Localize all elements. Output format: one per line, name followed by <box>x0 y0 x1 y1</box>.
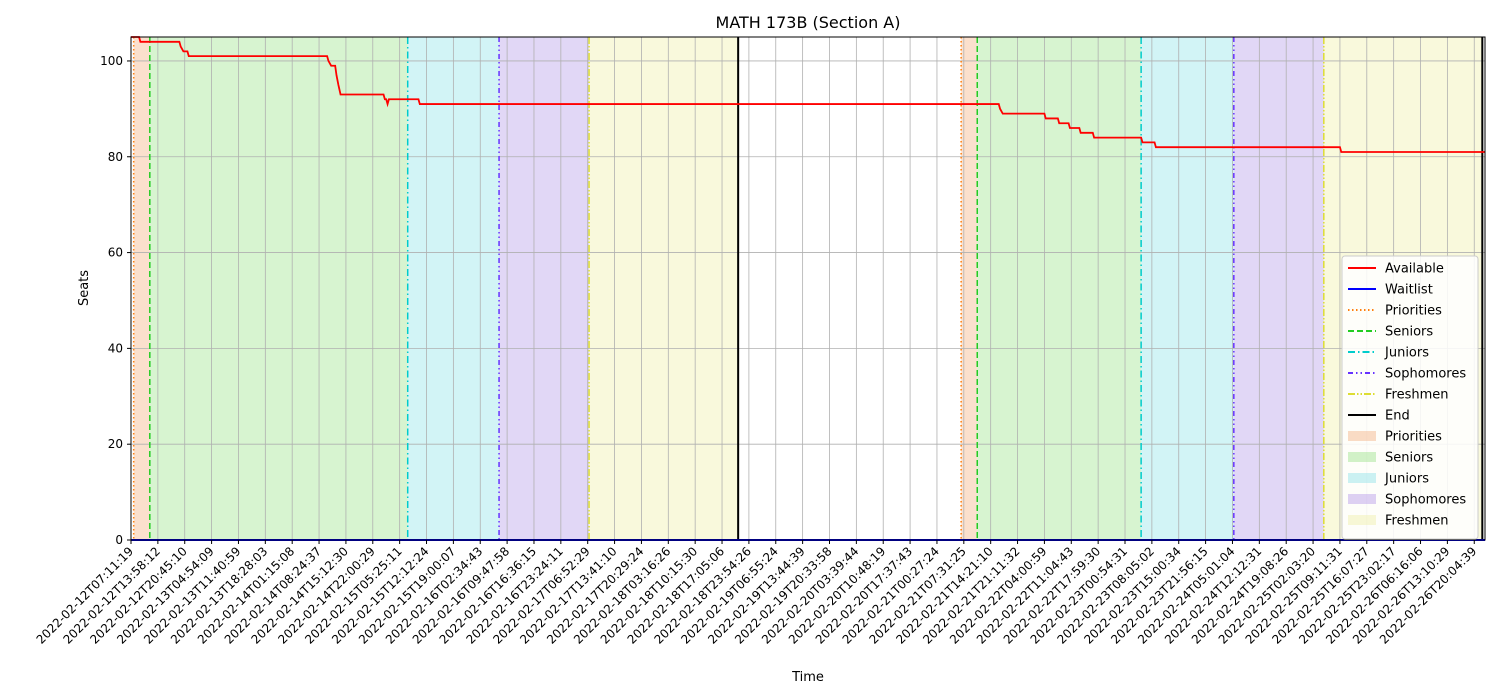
shaded-region-priorities-1 <box>961 37 978 540</box>
legend-label-seniors: Seniors <box>1385 451 1433 466</box>
legend-label-sophomores: Sophomores <box>1385 493 1466 508</box>
shaded-region-freshmen-0 <box>589 37 739 540</box>
plot-area: 0204060801002022-02-12T07:11:192022-02-1… <box>34 36 1486 647</box>
legend-label-freshmen: Freshmen <box>1385 514 1449 529</box>
legend-label-waitlist: Waitlist <box>1385 283 1433 298</box>
legend-label-seniors: Seniors <box>1385 325 1433 340</box>
legend-patch-seniors <box>1348 452 1376 462</box>
y-tick-label: 80 <box>108 150 123 164</box>
y-tick-label: 40 <box>108 341 123 355</box>
legend-label-end: End <box>1385 409 1410 424</box>
legend-patch-priorities <box>1348 431 1376 441</box>
legend-patch-juniors <box>1348 473 1376 483</box>
legend-patch-freshmen <box>1348 515 1376 525</box>
shaded-region-priorities-0 <box>133 37 150 540</box>
legend: Available Waitlist Priorities Seniors Junior… <box>1341 255 1479 540</box>
legend-box <box>1341 255 1479 540</box>
shaded-region-sophomores-1 <box>1233 37 1324 540</box>
y-tick-label: 100 <box>100 54 123 68</box>
y-tick-label: 20 <box>108 437 123 451</box>
shaded-region-sophomores-0 <box>499 37 590 540</box>
x-axis-title: Time <box>791 670 824 685</box>
legend-label-juniors: Juniors <box>1384 346 1429 361</box>
legend-label-juniors: Juniors <box>1384 472 1429 487</box>
legend-label-priorities: Priorities <box>1385 430 1442 445</box>
chart-title: MATH 173B (Section A) <box>716 13 901 32</box>
legend-label-available: Available <box>1385 262 1444 277</box>
legend-label-freshmen: Freshmen <box>1385 388 1449 403</box>
plot-frame <box>130 36 1486 541</box>
legend-label-sophomores: Sophomores <box>1385 367 1466 382</box>
shaded-region-juniors-1 <box>1141 37 1234 540</box>
series-line-available <box>131 36 1485 153</box>
legend-label-priorities: Priorities <box>1385 304 1442 319</box>
y-tick-label: 60 <box>108 246 123 260</box>
shaded-region-seniors-0 <box>149 37 408 540</box>
y-axis-title: Seats <box>77 270 92 306</box>
legend-patch-sophomores <box>1348 494 1376 504</box>
y-tick-label: 0 <box>115 533 123 547</box>
